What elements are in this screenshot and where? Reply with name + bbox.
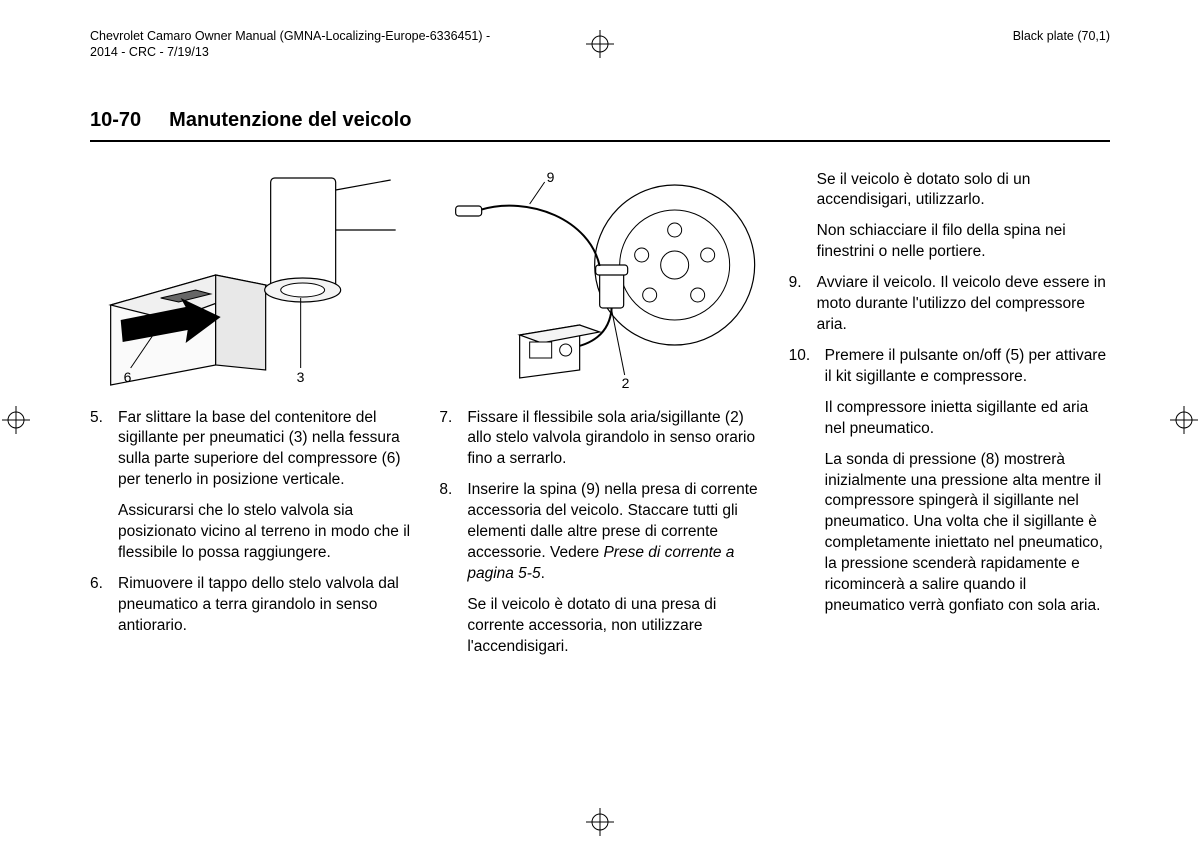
step-text: Avviare il veicolo. Il veicolo deve esse… [817,273,1110,336]
step-number: 6. [90,574,118,637]
step-number: 5. [90,408,118,564]
callout-6: 6 [124,369,132,385]
callout-3: 3 [297,369,305,385]
step-text: Il compressore inietta sigillante ed ari… [825,398,1110,440]
step-text: Premere il pulsante on/off (5) per attiv… [825,346,1110,388]
step-number-empty [789,170,817,264]
column-3: Se il veicolo è dotato solo di un accend… [789,170,1110,668]
step-8: 8. Inserire la spina (9) nella presa di … [439,480,760,657]
step-text: Rimuovere il tappo dello stelo valvola d… [118,574,411,637]
page-number: 10-70 [90,109,141,132]
section-header: 10-70 Manutenzione del veicolo [90,109,1110,142]
content-columns: 6 3 5. Far slittare la base del contenit… [90,170,1110,668]
header-date: 2014 - CRC - 7/19/13 [90,44,490,60]
registration-mark-icon [2,406,30,434]
step-6: 6. Rimuovere il tappo dello stelo valvol… [90,574,411,637]
step-text: Non schiacciare il filo della spina nei … [817,221,1110,263]
registration-mark-icon [586,808,614,836]
step-number: 7. [439,408,467,471]
step-text: Se il veicolo è dotato di una presa di c… [467,595,760,658]
steps-col3: Se il veicolo è dotato solo di un accend… [789,170,1110,618]
figure-hose-plug: 9 2 [439,170,760,390]
step-text: Se il veicolo è dotato solo di un accend… [817,170,1110,212]
step-number: 10. [789,346,825,617]
step-9: 9. Avviare il veicolo. Il veicolo deve e… [789,273,1110,336]
step-number: 9. [789,273,817,336]
step-text: Assicurarsi che lo stelo valvola sia pos… [118,501,411,564]
steps-col1: 5. Far slittare la base del contenitore … [90,408,411,637]
step-5: 5. Far slittare la base del contenitore … [90,408,411,564]
callout-9: 9 [547,170,555,185]
manual-page: Chevrolet Camaro Owner Manual (GMNA-Loca… [0,0,1200,840]
header-manual-id: Chevrolet Camaro Owner Manual (GMNA-Loca… [90,28,490,44]
column-2: 9 2 7. Fissare il flessibile sola aria/s… [439,170,760,668]
figure-sealant-base: 6 3 [90,170,411,390]
registration-mark-icon [586,30,614,58]
steps-col2: 7. Fissare il flessibile sola aria/sigil… [439,408,760,658]
step-text: Fissare il flessibile sola aria/sigillan… [467,408,760,471]
header-plate: Black plate (70,1) [1013,28,1110,44]
registration-mark-icon [1170,406,1198,434]
callout-2: 2 [622,375,630,390]
step-text: La sonda di pressione (8) mostrerà inizi… [825,450,1110,617]
column-1: 6 3 5. Far slittare la base del contenit… [90,170,411,668]
step-text: Far slittare la base del contenitore del… [118,408,411,492]
step-10: 10. Premere il pulsante on/off (5) per a… [789,346,1110,617]
section-title: Manutenzione del veicolo [169,109,411,132]
step-8-cont: Se il veicolo è dotato solo di un accend… [789,170,1110,264]
step-text-run: . [541,565,545,582]
header-left: Chevrolet Camaro Owner Manual (GMNA-Loca… [90,28,490,61]
step-7: 7. Fissare il flessibile sola aria/sigil… [439,408,760,471]
step-text: Inserire la spina (9) nella presa di cor… [467,480,760,585]
step-number: 8. [439,480,467,657]
